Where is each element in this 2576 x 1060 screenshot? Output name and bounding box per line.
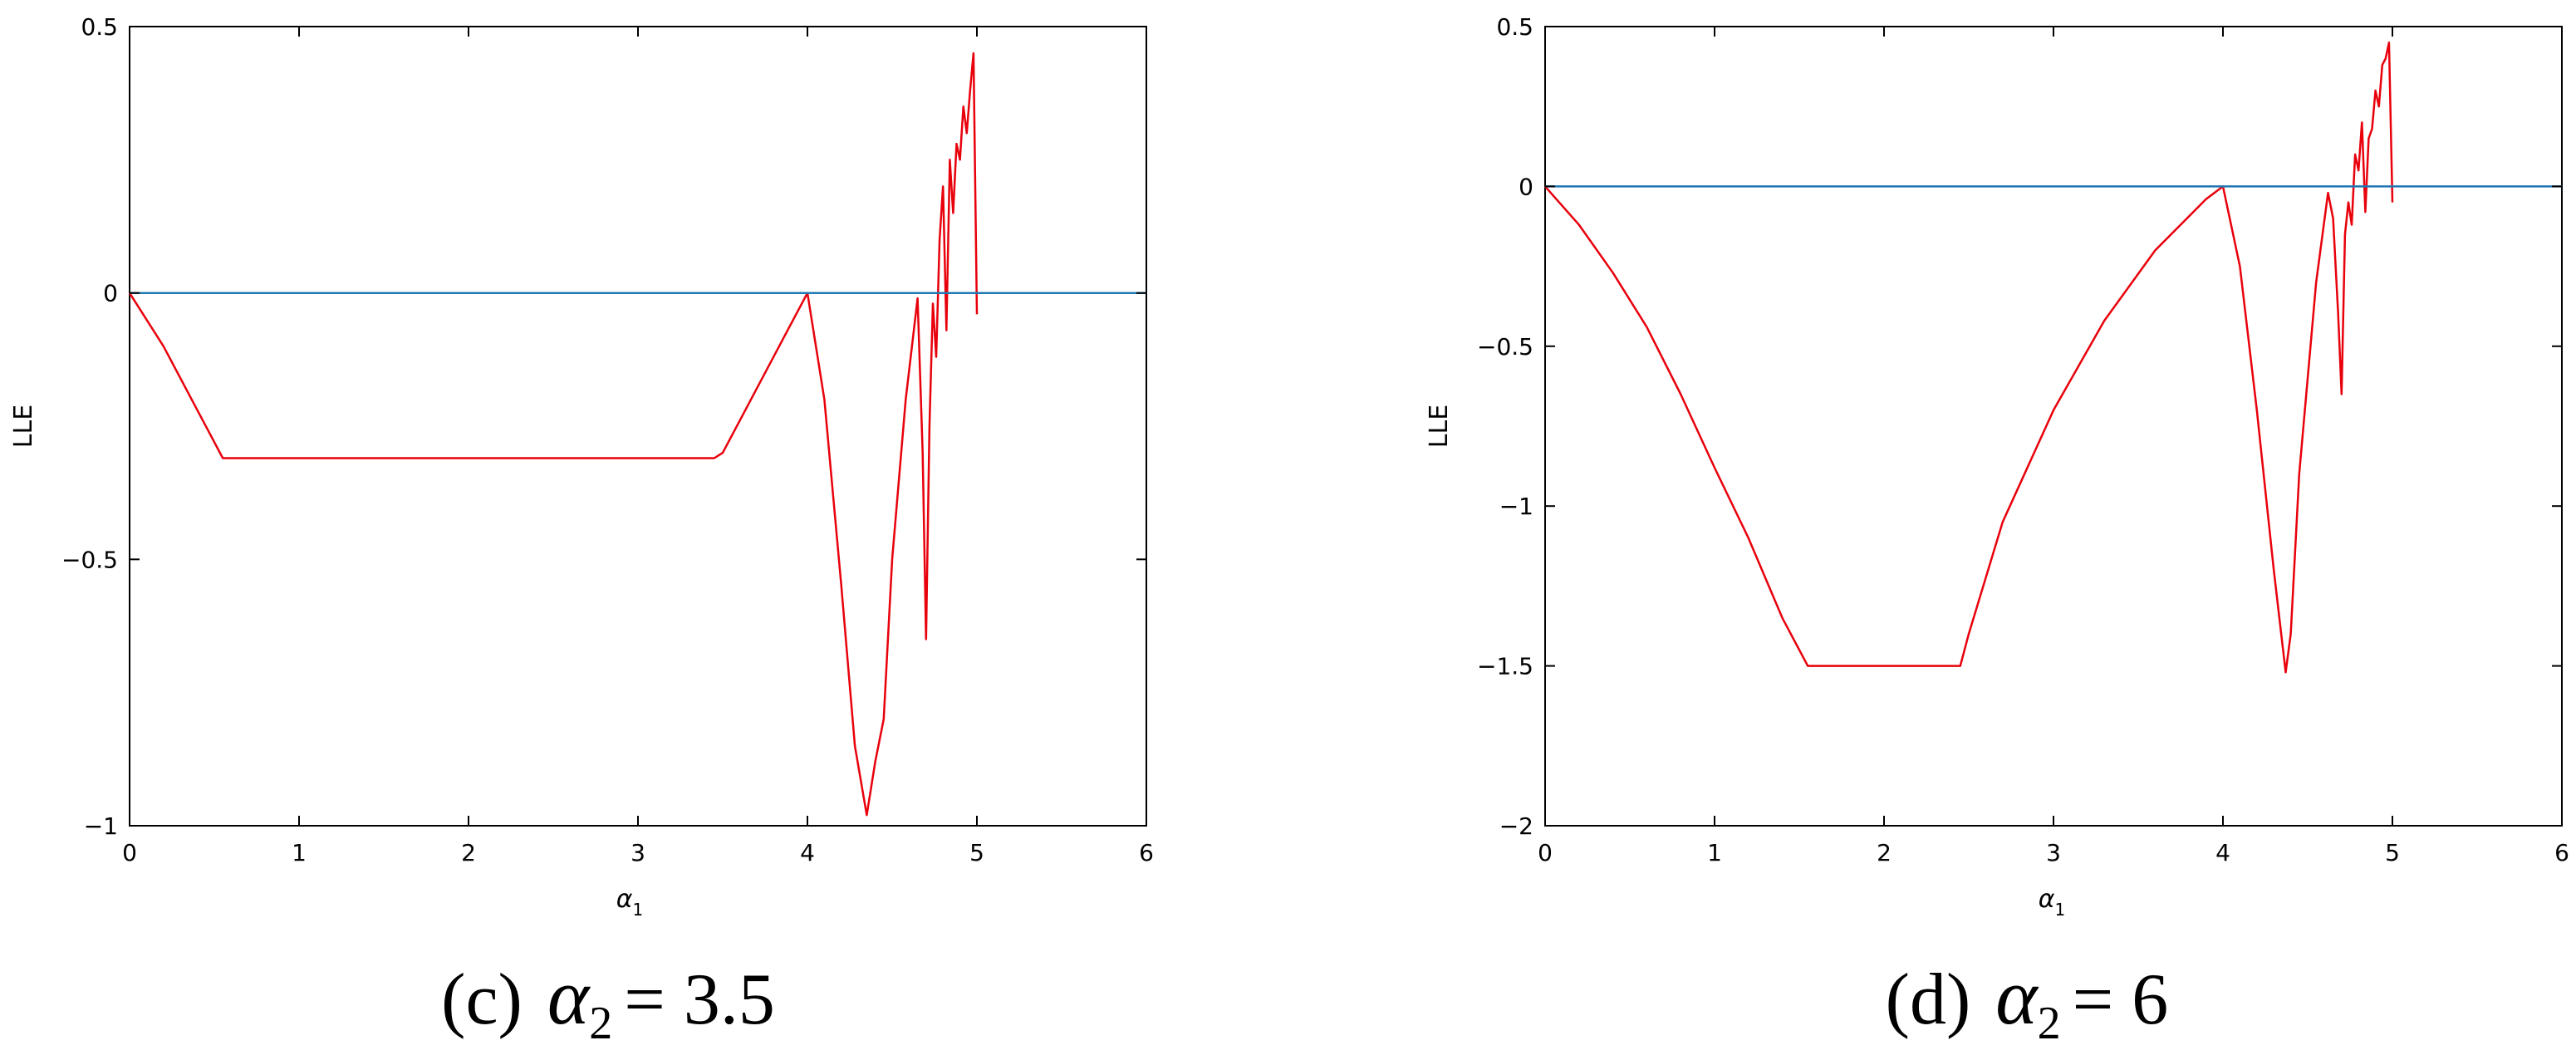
y-tick-label: −0.5 (61, 546, 118, 573)
y-tick-label: 0 (103, 280, 118, 307)
lle-series-line (128, 52, 979, 817)
x-tick-label: 0 (1538, 839, 1553, 866)
y-tick-label: −0.5 (1477, 333, 1533, 361)
caption-label: (d) (1886, 959, 1971, 1040)
caption-symbol: α (547, 952, 591, 1041)
y-tick-label: 0.5 (81, 13, 118, 41)
x-tick-label: 5 (2385, 839, 2400, 866)
caption-rest: = 3.5 (624, 959, 775, 1040)
caption-label: (c) (441, 959, 523, 1040)
x-axis-label: α1 (2039, 885, 2066, 920)
y-ticks: −2 −1.5 −1 −0.5 0 0.5 (1477, 13, 2562, 840)
x-tick-label: 3 (2046, 839, 2061, 866)
caption-sub: 2 (589, 998, 612, 1049)
y-tick-label: −1 (1499, 493, 1533, 520)
x-tick-label: 0 (122, 839, 137, 866)
y-tick-label: −1 (84, 812, 118, 840)
plot-frame (1544, 26, 2563, 827)
x-tick-label: 2 (461, 839, 476, 866)
y-ticks: −1 −0.5 0 0.5 (61, 13, 1146, 840)
x-ticks: 0 1 2 3 4 5 6 (122, 27, 1154, 866)
y-tick-label: −2 (1499, 812, 1533, 840)
y-axis-label: LLE (1425, 405, 1454, 448)
x-tick-label: 5 (969, 839, 984, 866)
x-axis-label-sub: 1 (633, 900, 644, 920)
caption-rest: = 6 (2073, 959, 2169, 1040)
x-axis-label-symbol: α (2039, 885, 2055, 914)
x-axis-label-sub: 1 (2055, 900, 2066, 920)
caption-symbol: α (1995, 952, 2039, 1041)
x-tick-label: 3 (631, 839, 645, 866)
plot-frame (129, 26, 1147, 827)
chart-marks (1544, 41, 2562, 674)
caption-d: (d) α2 = 6 (1886, 952, 2169, 1049)
x-tick-label: 6 (2554, 839, 2569, 866)
x-tick-label: 1 (1707, 839, 1722, 866)
caption-sub: 2 (2038, 998, 2061, 1049)
y-tick-label: −1.5 (1477, 653, 1533, 680)
x-tick-label: 2 (1877, 839, 1892, 866)
caption-c: (c) α2 = 3.5 (441, 952, 775, 1049)
x-tick-label: 4 (800, 839, 815, 866)
lle-series-line (1544, 41, 2394, 674)
x-axis-label-symbol: α (616, 885, 633, 914)
x-tick-label: 6 (1139, 839, 1154, 866)
y-axis-label: LLE (9, 405, 38, 448)
x-ticks: 0 1 2 3 4 5 6 (1538, 27, 2569, 866)
y-tick-label: 0.5 (1496, 13, 1533, 41)
chart-marks (128, 52, 1146, 817)
y-tick-label: 0 (1519, 173, 1533, 200)
x-axis-label: α1 (616, 885, 644, 920)
x-tick-label: 1 (292, 839, 307, 866)
x-tick-label: 4 (2215, 839, 2230, 866)
